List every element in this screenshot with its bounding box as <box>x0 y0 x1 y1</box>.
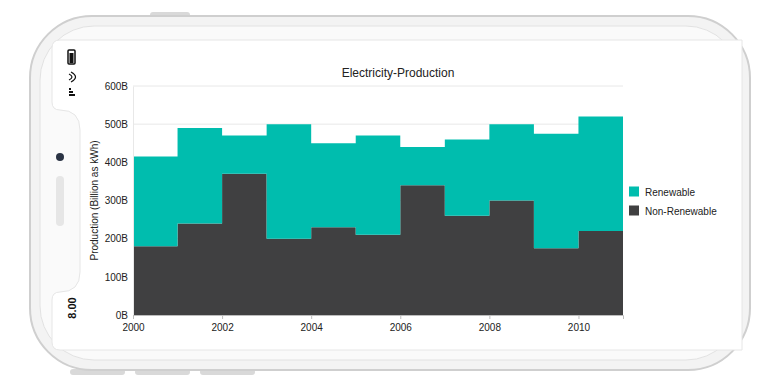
y-tick: 500B <box>105 119 133 130</box>
x-tick-label: 2006 <box>390 322 413 333</box>
battery-level <box>70 53 74 63</box>
y-tick: 200B <box>105 233 133 244</box>
y-tick-label: 100B <box>105 272 129 283</box>
phone-frame: 8.00 <box>30 12 750 375</box>
y-tick: 100B <box>105 272 133 283</box>
battery-icon <box>68 50 75 64</box>
signal-bar <box>69 91 73 93</box>
canvas: 8.000B100B200B300B400B500B600B2000200220… <box>0 0 780 390</box>
grid-line <box>133 124 623 125</box>
x-tick-mark <box>222 315 223 319</box>
x-tick-mark <box>400 315 401 319</box>
y-tick-label: 200B <box>105 233 129 244</box>
x-tick-mark <box>489 315 490 319</box>
y-tick: 400B <box>105 157 133 168</box>
y-tick: 300B <box>105 195 133 206</box>
legend-swatch <box>629 187 639 197</box>
plot-area <box>133 117 623 315</box>
area-series <box>133 117 623 249</box>
x-tick-label: 2004 <box>301 322 324 333</box>
y-tick-label: 500B <box>105 119 129 130</box>
phone-camera <box>56 153 64 161</box>
x-axis-line <box>134 316 624 320</box>
legend-label: Non-Renewable <box>645 206 717 217</box>
phone-body <box>30 16 750 370</box>
x-tick-mark <box>133 315 134 319</box>
x-tick-label: 2002 <box>211 322 234 333</box>
signal-bar <box>69 88 71 90</box>
phone-screen <box>52 40 742 350</box>
y-tick: 600B <box>105 81 133 92</box>
grid <box>133 86 623 315</box>
y-tick-label: 400B <box>105 157 129 168</box>
y-tick: 0B <box>116 310 133 321</box>
y-axis: 0B 100B 200B 300B 400B 500B 600B <box>105 81 134 321</box>
x-axis: 2000 2002 2004 2006 2008 2010 <box>122 315 623 333</box>
x-tick: 2010 <box>568 315 591 333</box>
y-tick-label: 600B <box>105 81 129 92</box>
grid-line <box>133 86 623 87</box>
x-tick: 2002 <box>211 315 234 333</box>
legend: Renewable Non-Renewable <box>629 187 717 217</box>
x-tick: 2000 <box>122 315 145 333</box>
x-tick: 2006 <box>390 315 413 333</box>
x-tick-mark <box>311 315 312 319</box>
x-tick-label: 2008 <box>479 322 502 333</box>
x-tick: 2004 <box>301 315 324 333</box>
x-tick: 2008 <box>479 315 502 333</box>
x-tick-label: 2000 <box>122 322 145 333</box>
clock: 8.00 <box>66 297 78 318</box>
signal-bar <box>69 94 75 96</box>
wifi-icon <box>69 72 76 82</box>
y-tick-label: 300B <box>105 195 129 206</box>
phone-speaker <box>56 176 64 226</box>
y-tick-label: 0B <box>116 310 129 321</box>
legend-label: Renewable <box>645 187 695 198</box>
chart-title: Electricity-Production <box>342 66 455 80</box>
y-axis-line <box>133 87 134 316</box>
legend-swatch <box>629 206 639 216</box>
x-tick-label: 2010 <box>568 322 591 333</box>
y-axis-title: Production (Billion as kWh) <box>89 140 100 260</box>
x-tick-mark <box>578 315 579 319</box>
